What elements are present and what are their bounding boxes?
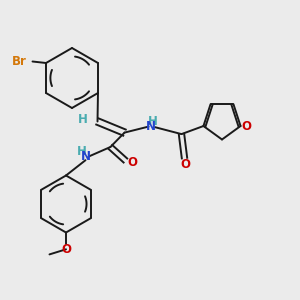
- Text: O: O: [61, 243, 71, 256]
- Text: N: N: [80, 150, 91, 163]
- Text: H: H: [77, 145, 86, 158]
- Text: H: H: [78, 112, 88, 126]
- Text: N: N: [146, 120, 156, 133]
- Text: H: H: [148, 115, 158, 128]
- Text: O: O: [242, 119, 251, 133]
- Text: O: O: [127, 155, 137, 169]
- Text: Br: Br: [12, 55, 26, 68]
- Text: O: O: [180, 158, 190, 171]
